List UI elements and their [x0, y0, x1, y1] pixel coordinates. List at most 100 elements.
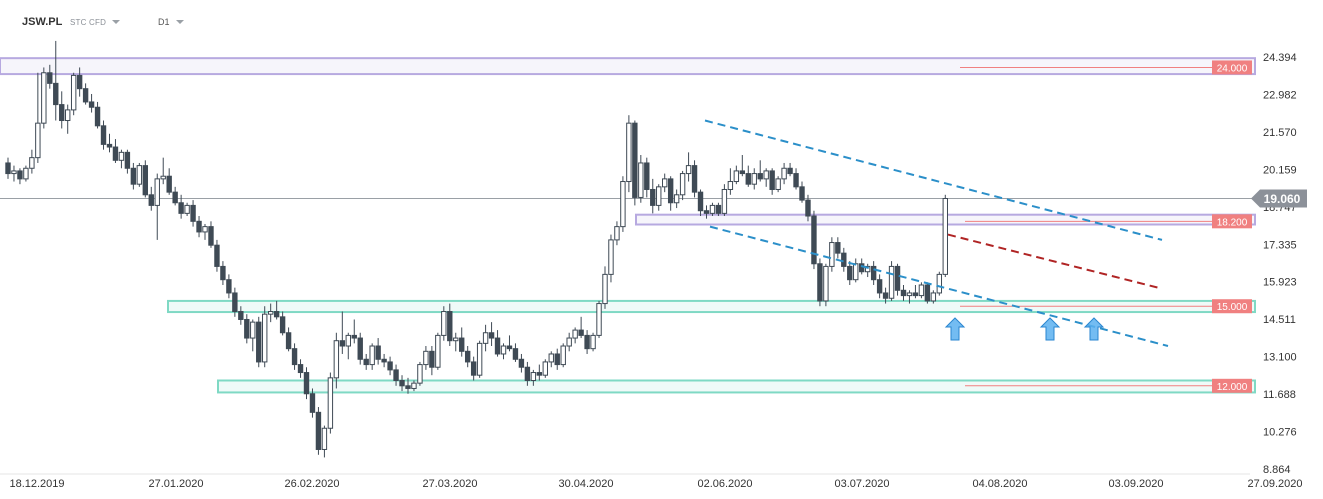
y-tick-label: 17.335 — [1263, 239, 1297, 251]
candle — [870, 261, 877, 285]
level-tag-label: 12.000 — [1217, 382, 1248, 393]
candle — [124, 149, 131, 174]
x-tick-label: 26.02.2020 — [284, 478, 339, 490]
candle — [829, 237, 835, 272]
candle — [106, 133, 113, 153]
candle — [817, 258, 823, 307]
candle — [590, 332, 596, 352]
candle-body — [106, 143, 113, 148]
instrument-selector[interactable]: STC CFD — [70, 14, 121, 30]
candle — [888, 261, 895, 301]
candle-body — [644, 162, 650, 190]
candle-body — [518, 358, 525, 368]
timeframe-selector[interactable]: D1 — [158, 14, 184, 30]
candle — [500, 343, 507, 360]
candle — [554, 348, 560, 370]
candle-body — [835, 242, 841, 254]
candle-body — [572, 329, 578, 339]
candle — [309, 388, 316, 418]
candle — [459, 327, 465, 357]
candle — [518, 353, 525, 373]
candle — [214, 239, 220, 272]
x-tick-label: 27.09.2020 — [1247, 478, 1302, 490]
candle — [291, 343, 298, 370]
candle-body — [757, 173, 763, 180]
candle-body — [853, 263, 859, 281]
channel-bottom-trendline — [709, 225, 1169, 347]
up-arrow-icon — [944, 317, 966, 341]
candle — [930, 290, 937, 304]
candle-body — [256, 321, 262, 363]
candle-body — [196, 220, 202, 233]
y-tick-label: 10.276 — [1263, 427, 1297, 439]
candle-body — [811, 215, 817, 265]
candle — [853, 258, 859, 283]
candle-body — [793, 173, 799, 188]
candle — [5, 157, 11, 179]
candle — [112, 139, 119, 163]
candle — [273, 300, 280, 320]
x-tick-label: 27.03.2020 — [422, 478, 477, 490]
candle — [733, 165, 740, 185]
candle — [226, 274, 232, 299]
level-lines — [0, 66, 1255, 387]
candle — [864, 263, 871, 278]
candle — [297, 359, 304, 378]
candle — [405, 377, 411, 394]
candle — [697, 189, 704, 217]
candle-body — [273, 311, 280, 318]
candle-body — [900, 289, 907, 297]
candle — [429, 346, 435, 376]
candlesticks — [5, 40, 948, 458]
candle — [745, 165, 751, 187]
candle-body — [267, 311, 274, 315]
candle-body — [59, 104, 65, 122]
candle — [399, 375, 405, 392]
candle-body — [841, 252, 847, 267]
candle-body — [924, 284, 931, 302]
candle — [626, 115, 632, 193]
candle — [130, 162, 137, 190]
candle — [65, 104, 71, 134]
level-tag-label: 24.000 — [1217, 63, 1248, 74]
candle-body — [578, 329, 584, 336]
candle-body — [739, 170, 746, 175]
candle — [267, 303, 274, 323]
candle — [691, 160, 698, 198]
candle-body — [560, 345, 566, 366]
candle — [423, 346, 429, 370]
candle-body — [602, 273, 608, 305]
candle — [166, 168, 172, 195]
candle — [333, 332, 340, 389]
candle-body — [464, 350, 471, 363]
x-tick-label: 27.01.2020 — [148, 478, 203, 490]
candle-body — [942, 198, 948, 275]
candle-body — [799, 186, 805, 201]
channel-top-trendline — [704, 119, 1163, 241]
candle-body — [769, 170, 775, 190]
candle-body — [130, 167, 137, 185]
candle — [608, 234, 614, 283]
candle-body — [691, 165, 698, 193]
candle — [894, 263, 901, 296]
candle — [262, 306, 268, 368]
candle — [524, 361, 531, 386]
y-tick-label: 13.100 — [1263, 352, 1297, 364]
candle — [17, 168, 23, 185]
symbol-label[interactable]: JSW.PL — [22, 16, 63, 28]
candle — [823, 263, 829, 307]
candle — [136, 162, 143, 187]
candle-body — [787, 167, 793, 175]
candle — [667, 176, 674, 211]
candle-body — [23, 167, 29, 180]
candle — [369, 343, 375, 370]
candle-body — [829, 242, 835, 267]
candle-body — [262, 313, 268, 363]
y-tick-label: 15.923 — [1263, 277, 1297, 289]
candle-body — [11, 170, 17, 175]
y-tick-label: 11.688 — [1263, 389, 1296, 401]
candle-body — [148, 194, 154, 206]
candle-body — [656, 186, 662, 206]
candle-body — [727, 181, 734, 190]
